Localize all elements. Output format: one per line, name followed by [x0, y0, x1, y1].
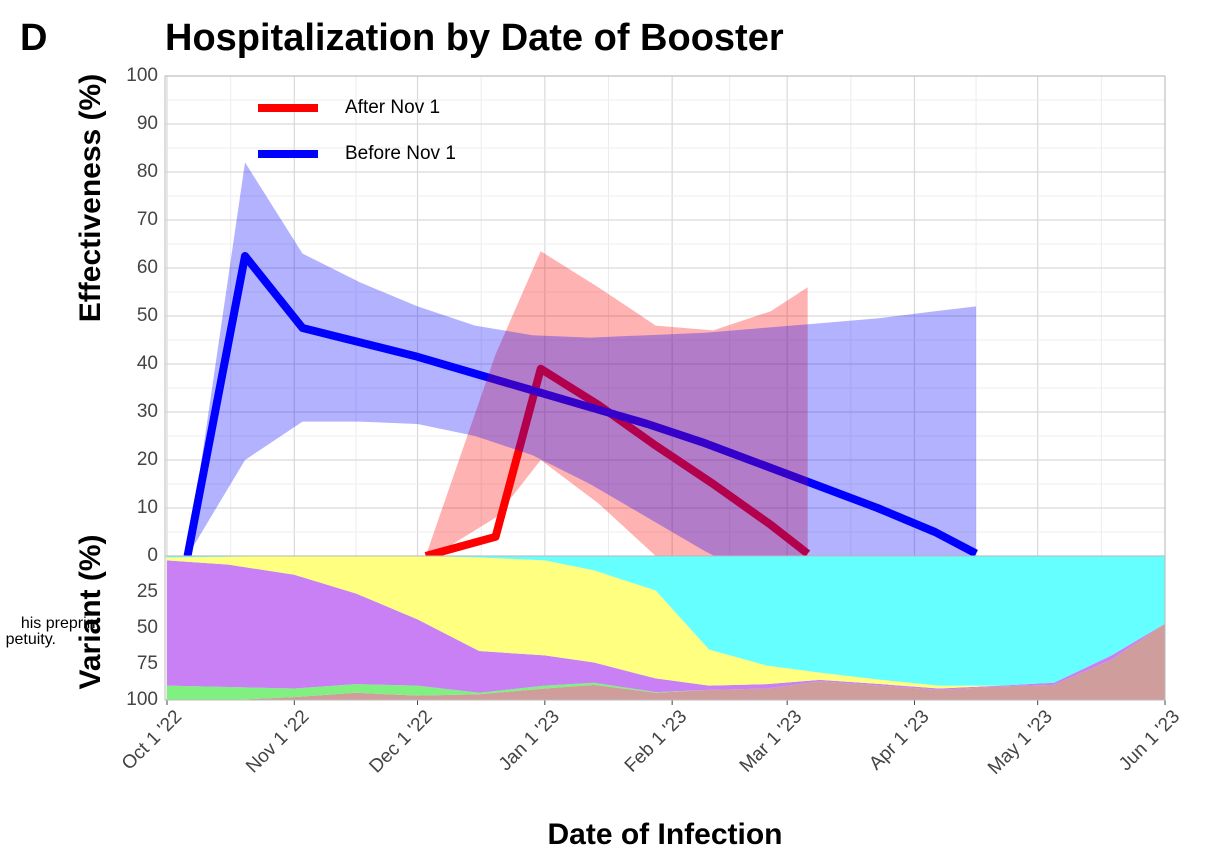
area [167, 560, 1165, 693]
x-tick-label: Apr 1 '23 [865, 706, 933, 774]
legend-label: After Nov 1 [345, 97, 440, 118]
y-tick-label: 70 [137, 209, 158, 230]
y-tick-label: 50 [137, 305, 158, 326]
plot-frame [164, 75, 1166, 701]
y-tick-label: 10 [137, 497, 158, 518]
x-tick-label: Oct 1 '22 [118, 706, 186, 774]
y-tick-label: 20 [137, 449, 158, 470]
areas [167, 556, 1165, 700]
y-tick-label: 50 [137, 617, 158, 638]
confidence-band [425, 251, 808, 556]
y-tick-label: 30 [137, 401, 158, 422]
y-tick-label: 100 [126, 65, 158, 86]
annotation: petuity. [6, 631, 56, 648]
x-tick-label: Jun 1 '23 [1115, 706, 1184, 775]
annotation: his preprint [21, 615, 101, 632]
area [167, 556, 1165, 686]
y-axis-label: Variant (%) [74, 534, 107, 689]
x-axis-label: Date of Infection [547, 818, 782, 851]
y-tick-label: 90 [137, 113, 158, 134]
y-tick-label: 25 [137, 581, 158, 602]
chart-title: Hospitalization by Date of Booster [165, 17, 784, 59]
x-tick-label: May 1 '23 [984, 706, 1057, 779]
y-tick-label: 0 [147, 545, 158, 566]
area [167, 623, 1165, 700]
legend-label: Before Nov 1 [345, 143, 456, 164]
line [424, 364, 811, 556]
x-tick-label: Feb 1 '23 [621, 706, 691, 776]
y-tick-label: 60 [137, 257, 158, 278]
y-axis-label: Effectiveness (%) [74, 74, 107, 322]
area [167, 623, 1165, 700]
x-tick-label: Nov 1 '22 [242, 706, 313, 777]
lines [183, 162, 978, 556]
x-tick-label: Jan 1 '23 [495, 706, 564, 775]
line [183, 252, 978, 556]
x-tick-label: Dec 1 '22 [365, 706, 436, 777]
x-tick-label: Mar 1 '23 [736, 706, 806, 776]
panel-label: D [20, 17, 47, 59]
y-tick-label: 40 [137, 353, 158, 374]
y-tick-label: 100 [126, 689, 158, 710]
y-tick-label: 80 [137, 161, 158, 182]
confidence-band [187, 162, 977, 556]
y-tick-label: 75 [137, 653, 158, 674]
area [167, 556, 1165, 689]
